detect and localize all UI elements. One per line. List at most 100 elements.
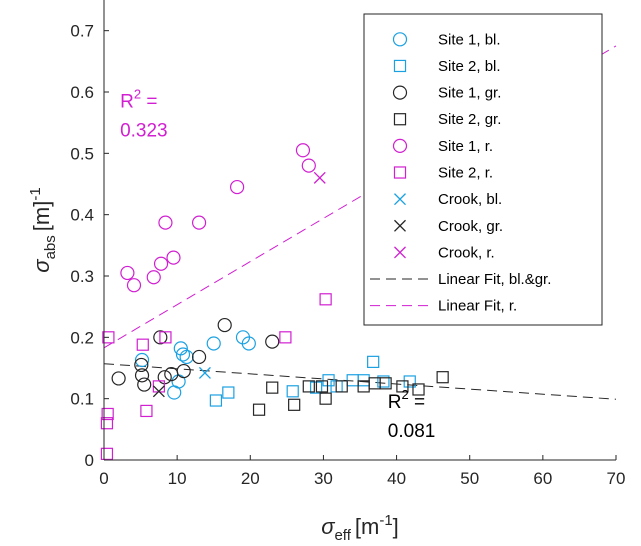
legend-label: Crook, r. [438, 244, 495, 261]
y-tick-label: 0.1 [70, 390, 94, 409]
legend-label: Site 2, r. [438, 165, 493, 182]
data-point [295, 143, 311, 158]
legend-entry: Site 1, r. [392, 138, 493, 155]
legend-entry: Site 1, bl. [392, 31, 501, 48]
data-point [279, 331, 292, 344]
legend-marker-swatch [393, 59, 407, 73]
data-point [158, 215, 173, 230]
y-tick-label: 0.5 [70, 144, 94, 163]
r2-red-line1: R2 = [120, 86, 157, 112]
y-tick-label: 0.2 [70, 328, 94, 347]
data-point [230, 179, 245, 195]
x-tick-label: 20 [241, 469, 260, 488]
data-point [412, 383, 425, 396]
fit-line-red [103, 45, 617, 349]
data-point [166, 250, 181, 265]
data-point [101, 407, 114, 421]
data-point [134, 357, 149, 373]
y-tick-label: 0 [85, 451, 94, 470]
data-point [313, 171, 326, 184]
data-point [222, 386, 235, 399]
data-point [377, 375, 390, 388]
x-tick-label: 50 [460, 469, 479, 488]
data-point [209, 394, 223, 407]
y-axis-label: σabs[m]-1 [27, 187, 59, 272]
legend-entry: Crook, r. [394, 244, 495, 261]
data-point [140, 404, 153, 418]
data-point [175, 347, 191, 362]
y-tick-label: 0.6 [70, 83, 94, 102]
data-point [265, 334, 280, 349]
r2-black-annotation: R2 = 0.081 [388, 387, 436, 442]
r2-black-line1: R2 = [388, 387, 425, 413]
data-point [301, 158, 316, 173]
data-point [153, 330, 168, 345]
data-point [315, 380, 329, 393]
legend-marker-swatch [393, 113, 407, 126]
r2-black-value: 0.081 [388, 421, 436, 442]
data-point [102, 331, 115, 344]
legend-entry: Crook, gr. [394, 218, 503, 235]
legend-marker-swatch [394, 193, 406, 206]
x-tick-label: 40 [387, 469, 406, 488]
fit-line-blue-grey [103, 363, 617, 400]
data-point [319, 293, 332, 306]
data-point [379, 377, 392, 390]
data-point [134, 352, 150, 368]
legend-entry: Linear Fit, bl.&gr. [370, 271, 551, 288]
legend-label: Linear Fit, bl.&gr. [438, 271, 551, 288]
data-point [198, 366, 211, 379]
data-point [146, 270, 161, 285]
data-point [252, 403, 266, 416]
data-point [126, 278, 142, 293]
y-tick-label: 0.4 [70, 206, 94, 225]
data-point [302, 380, 315, 393]
data-point [159, 331, 172, 344]
annotations: R2 = 0.323 R2 = 0.081 [120, 86, 435, 442]
data-point [120, 265, 135, 281]
y-tick-label: 0.7 [70, 22, 94, 41]
x-tick-label: 60 [533, 469, 552, 488]
legend-marker-swatch [394, 219, 406, 232]
legend-marker-swatch [393, 166, 407, 179]
legend-marker-swatch [394, 246, 406, 259]
data-point [100, 447, 114, 460]
legend-entry: Site 1, gr. [392, 85, 501, 102]
data-point [134, 368, 150, 383]
legend: Site 1, bl. Site 2, bl. Site 1, gr. Site 2,… [363, 13, 603, 326]
legend-entry: Site 2, bl. [393, 58, 501, 75]
data-point [288, 398, 301, 411]
legend-entry: Crook, bl. [394, 191, 502, 208]
data-point [403, 375, 416, 388]
data-point [266, 381, 279, 394]
legend-label: Linear Fit, r. [438, 298, 517, 315]
data-point [335, 380, 348, 393]
r2-red-annotation: R2 = 0.323 [120, 86, 168, 141]
x-tick-label: 10 [168, 469, 187, 488]
legend-marker-swatch [392, 32, 408, 47]
legend-label: Crook, gr. [438, 218, 503, 235]
x-tick-label: 0 [99, 469, 108, 488]
legend-label: Site 1, bl. [438, 31, 501, 48]
data-point [136, 338, 149, 351]
data-point [322, 374, 335, 387]
data-point [396, 380, 409, 393]
data-point [241, 336, 256, 351]
legend-label: Site 1, r. [438, 138, 493, 155]
x-axis-label: σeff [m-1] [321, 512, 399, 544]
data-point [217, 317, 232, 333]
r2-red-value: 0.323 [120, 120, 168, 141]
data-point [111, 371, 126, 386]
data-point [137, 377, 152, 392]
legend-box [363, 13, 603, 326]
data-marks [100, 45, 617, 460]
x-tick-label: 30 [314, 469, 333, 488]
data-point [206, 336, 221, 351]
data-point [153, 256, 169, 271]
data-point [176, 363, 191, 379]
data-point [152, 385, 165, 398]
legend-entry: Site 2, r. [393, 165, 493, 182]
y-tick-label: 0.3 [70, 267, 94, 286]
data-point [191, 349, 207, 365]
